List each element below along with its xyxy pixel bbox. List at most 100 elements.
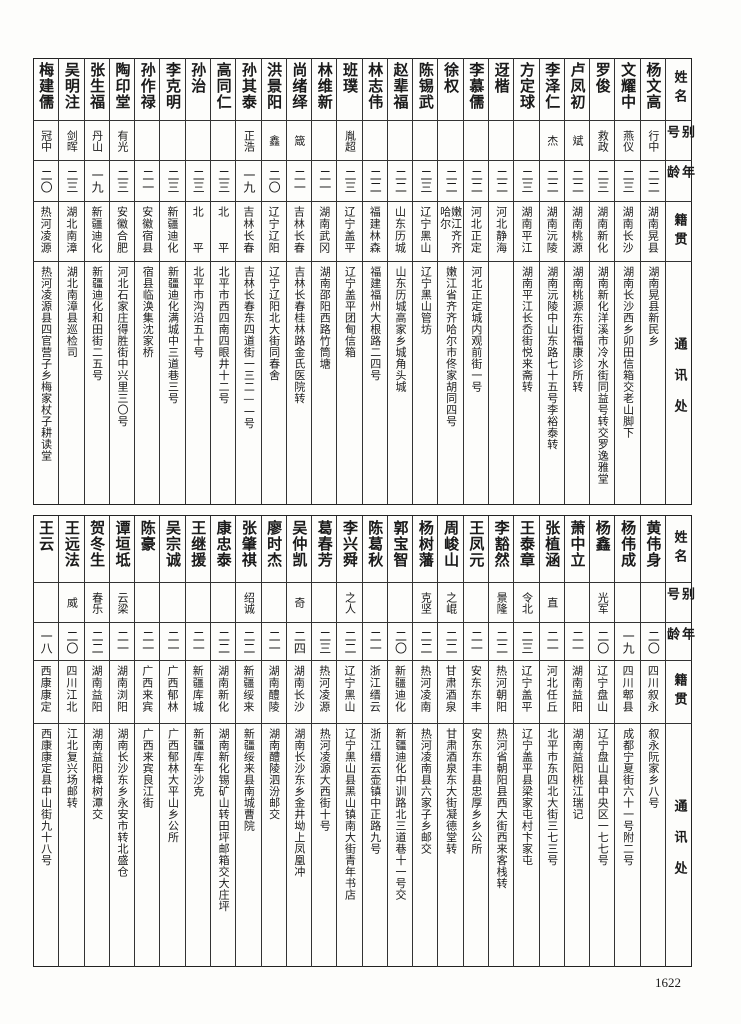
address-cell: 辽宁黑山县黑山镇南大街青年书店 — [337, 723, 362, 967]
age-cell: 二三 — [514, 160, 539, 201]
native-text: 北 平 — [191, 206, 205, 254]
address-cell: 吉林长春东四道街一三二—一号 — [236, 261, 261, 504]
address-text: 湖南益阳桃江瑞记 — [571, 728, 584, 820]
native-text: 湖南醴陵 — [267, 665, 281, 713]
address-cell: 北平市沟沿五十号 — [185, 261, 210, 504]
name-cell: 杨文高 — [641, 58, 665, 120]
person-record: 吴宗诚 二一 广西郁林 广西郁林大平山乡公所 — [159, 516, 185, 967]
alias-cell — [564, 582, 590, 622]
name-text: 梅建儒 — [37, 62, 56, 110]
address-text: 通讯处 — [671, 336, 687, 430]
age-cell: 二〇 — [33, 160, 59, 201]
name-text: 洪景阳 — [265, 62, 284, 110]
header-address: 通讯处 — [666, 723, 692, 967]
alias-text: 景隆 — [495, 591, 509, 614]
age-cell: 二二 — [640, 160, 665, 201]
name-text: 孙治 — [189, 62, 208, 94]
name-text: 李豁然 — [492, 520, 511, 568]
age-text: 二二 — [418, 629, 433, 654]
native-cell: 新疆库城 — [185, 660, 210, 723]
native-cell: 辽宁黑山 — [413, 201, 438, 261]
age-cell: 二三 — [109, 160, 135, 201]
name-cell: 洪景阳 — [262, 58, 286, 120]
alias-cell: 绍诚 — [236, 582, 261, 622]
name-text: 王云 — [37, 520, 56, 552]
native-text: 安徽宿县 — [140, 206, 154, 254]
name-cell: 王远法 — [59, 516, 83, 582]
name-cell: 王继援 — [186, 516, 210, 582]
alias-cell — [362, 582, 387, 622]
age-text: 二一 — [166, 629, 181, 654]
name-cell: 赵辈福 — [388, 58, 412, 120]
person-record: 尚绪绎箴二一 吉林长春 吉林长春桂林路金氏医院转 — [285, 58, 312, 504]
alias-cell — [312, 120, 337, 160]
person-record: 康忠泰 二二 湖南新化 湖南新化锡矿山转田坪邮箱交大庄坪 — [209, 516, 236, 967]
name-text: 葛春芳 — [315, 520, 334, 568]
person-record: 王云一八 西康康定西康康定县中山街九十八号 — [33, 516, 59, 967]
address-cell: 叙永阮家乡八号 — [640, 723, 665, 967]
address-text: 嫩江省齐齐哈尔市佟家胡同四号 — [444, 266, 458, 427]
address-text: 江北复兴场邮转 — [65, 728, 79, 809]
person-record: 李兴舜 之人 二二 辽宁黑山 辽宁黑山县黑山镇南大街青年书店 — [336, 516, 362, 967]
age-cell: 二一 — [539, 622, 564, 660]
age-cell: 二二 — [539, 160, 564, 201]
age-cell: 二二 — [236, 622, 261, 660]
native-text: 广西来宾 — [140, 665, 154, 713]
native-cell: 西康康定 — [33, 660, 59, 723]
name-cell: 林维新 — [312, 58, 336, 120]
age-text: 二一 — [191, 629, 206, 654]
person-record: 杨树藩 克坚 二二 热河凌南 热河凌南县六家子乡邮交 — [412, 516, 438, 967]
alias-text: 斌 — [571, 135, 584, 146]
native-cell: 吉林长春 — [286, 201, 312, 261]
alias-cell — [413, 120, 438, 160]
native-text: 湖南长沙 — [292, 665, 306, 713]
native-cell: 湖南益阳 — [84, 660, 109, 723]
age-text: 二三 — [595, 169, 610, 193]
address-text: 西康康定县中山街九十八号 — [39, 728, 53, 866]
age-cell: 二二 — [362, 160, 387, 201]
alias-text: 燕仪 — [621, 129, 635, 152]
address-text: 浙江缙云壶镇中正路九号 — [368, 728, 382, 855]
native-cell: 河北静海 — [489, 201, 514, 261]
age-text: 二二 — [444, 169, 459, 193]
name-text: 陈豪 — [138, 520, 157, 552]
age-cell: 二三 — [185, 160, 210, 201]
age-text: 二一 — [292, 169, 307, 193]
address-cell: 北平市东四北大街三七三号 — [539, 723, 564, 967]
native-text: 湖南浏阳 — [115, 665, 129, 713]
person-record: 林维新 二一 湖南武冈 湖南邵阳西路竹筒塘 — [311, 58, 337, 504]
address-text: 湖南长沙西乡卯田信箱交老山脚下 — [621, 266, 635, 439]
address-text: 新疆迪化满城中三道巷三号 — [166, 266, 180, 404]
person-record: 廖时杰 二一 湖南醴陵 湖南醴陵泗汾邮交 — [260, 516, 286, 967]
alias-cell — [362, 120, 387, 160]
age-text: 二一 — [469, 629, 484, 654]
alias-text: 春乐 — [90, 591, 104, 614]
name-text: 王远法 — [62, 520, 81, 568]
native-text: 安东东丰 — [469, 665, 483, 713]
age-cell: 二一 — [564, 622, 590, 660]
header-age: 年龄 — [664, 160, 694, 201]
name-cell: 孙其泰 — [236, 58, 260, 120]
address-text: 成都宁夏街六十一号附二号 — [621, 728, 635, 866]
name-text: 李泽仁 — [543, 62, 562, 110]
name-text: 杨文高 — [644, 62, 663, 110]
name-text: 尚绪绎 — [290, 62, 309, 110]
native-text: 辽宁盖平 — [519, 665, 533, 713]
name-cell: 张植涵 — [540, 516, 564, 582]
person-record: 郭宝智 二〇 新疆迪化 新疆迪化中训路北三道巷十一号交 — [386, 516, 413, 967]
age-text: 一九 — [621, 629, 636, 654]
alias-text: 光军 — [596, 591, 610, 614]
age-cell: 一八 — [33, 622, 59, 660]
address-text: 新疆迪化和田街二五号 — [90, 266, 104, 381]
native-text: 广西郁林 — [166, 665, 180, 713]
age-cell: 二二 — [489, 622, 514, 660]
alias-cell — [210, 120, 236, 160]
age-cell: 二二 — [210, 622, 236, 660]
age-text: 二二 — [494, 169, 509, 193]
name-text: 王泰章 — [517, 520, 536, 568]
name-cell: 李兴舜 — [337, 516, 361, 582]
native-text: 吉林长春 — [292, 206, 306, 254]
native-cell: 热河凌源 — [33, 201, 59, 261]
name-cell: 康忠泰 — [211, 516, 235, 582]
native-text: 湖南新化 — [216, 665, 230, 713]
